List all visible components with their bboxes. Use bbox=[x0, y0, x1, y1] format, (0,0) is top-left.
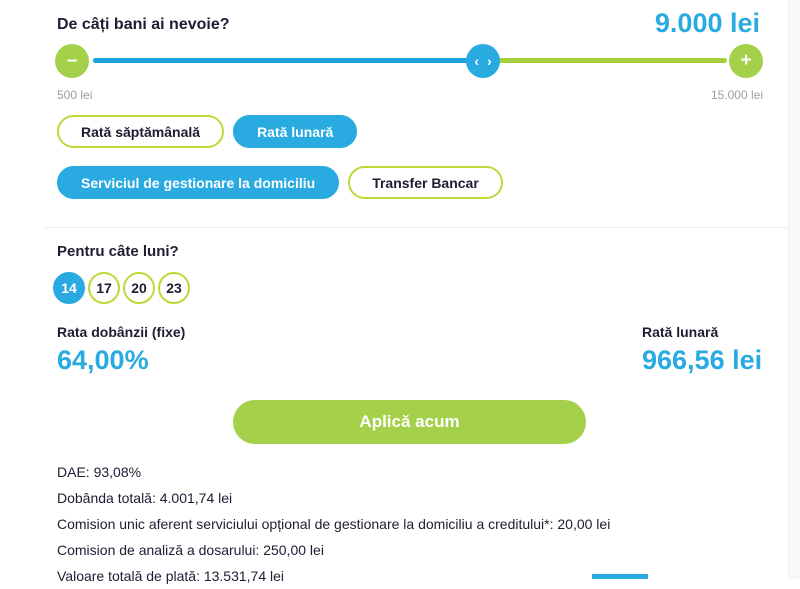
amount-value: 9.000 lei bbox=[654, 8, 760, 38]
service-bank-transfer-button[interactable]: Transfer Bancar bbox=[348, 166, 503, 199]
detail-analysis-fee: Comision de analiză a dosarului: 250,00 … bbox=[57, 542, 324, 558]
service-home-management-button[interactable]: Serviciul de gestionare la domiciliu bbox=[57, 166, 340, 199]
min-amount-label: 500 lei bbox=[57, 88, 93, 102]
amount-slider-fill bbox=[93, 58, 483, 63]
months-option-17[interactable]: 17 bbox=[88, 272, 120, 304]
section-divider bbox=[45, 227, 788, 228]
detail-home-management-fee: Comision unic aferent serviciului opțion… bbox=[57, 516, 611, 532]
rate-type-weekly-button[interactable]: Rată săptămânală bbox=[57, 115, 225, 148]
months-question: Pentru câte luni? bbox=[57, 243, 179, 260]
page-background-strip bbox=[788, 0, 800, 579]
months-option-23[interactable]: 23 bbox=[158, 272, 190, 304]
detail-total-interest: Dobânda totală: 4.001,74 lei bbox=[57, 490, 233, 506]
monthly-rate-summary: Rată lunară 966,56 lei bbox=[642, 324, 762, 376]
amount-slider-track[interactable] bbox=[93, 58, 727, 63]
months-option-20[interactable]: 20 bbox=[123, 272, 155, 304]
amount-question: De câți bani ai nevoie? bbox=[57, 16, 230, 33]
plus-icon: + bbox=[740, 50, 752, 71]
rate-type-monthly-button[interactable]: Rată lunară bbox=[233, 115, 358, 148]
minus-icon: – bbox=[66, 50, 78, 71]
decrease-amount-button[interactable]: – bbox=[55, 44, 89, 78]
detail-dae: DAE: 93,08% bbox=[57, 464, 142, 480]
detail-total-payment: Valoare totală de plată: 13.531,74 lei bbox=[57, 568, 285, 584]
cost-details: DAE: 93,08% Dobânda totală: 4.001,74 lei… bbox=[57, 459, 757, 589]
apply-now-button[interactable]: Aplică acum bbox=[233, 400, 586, 444]
rate-type-options: Rată săptămânală Rată lunară bbox=[57, 115, 358, 148]
cut-off-blue-element bbox=[592, 574, 648, 579]
interest-rate-value: 64,00% bbox=[57, 345, 149, 375]
interest-rate-label: Rata dobânzii (fixe) bbox=[57, 324, 186, 340]
increase-amount-button[interactable]: + bbox=[729, 44, 763, 78]
amount-slider-handle[interactable]: ‹ › bbox=[466, 44, 500, 78]
interest-rate-summary: Rata dobânzii (fixe) 64,00% bbox=[57, 324, 185, 376]
monthly-rate-value: 966,56 lei bbox=[642, 345, 763, 375]
months-option-14[interactable]: 14 bbox=[53, 272, 85, 304]
drag-chevrons-icon: ‹ › bbox=[474, 53, 494, 69]
service-options: Serviciul de gestionare la domiciliu Tra… bbox=[57, 166, 503, 199]
monthly-rate-label: Rată lunară bbox=[642, 324, 719, 340]
max-amount-label: 15.000 lei bbox=[710, 88, 763, 102]
months-options: 14 17 20 23 bbox=[53, 272, 190, 304]
